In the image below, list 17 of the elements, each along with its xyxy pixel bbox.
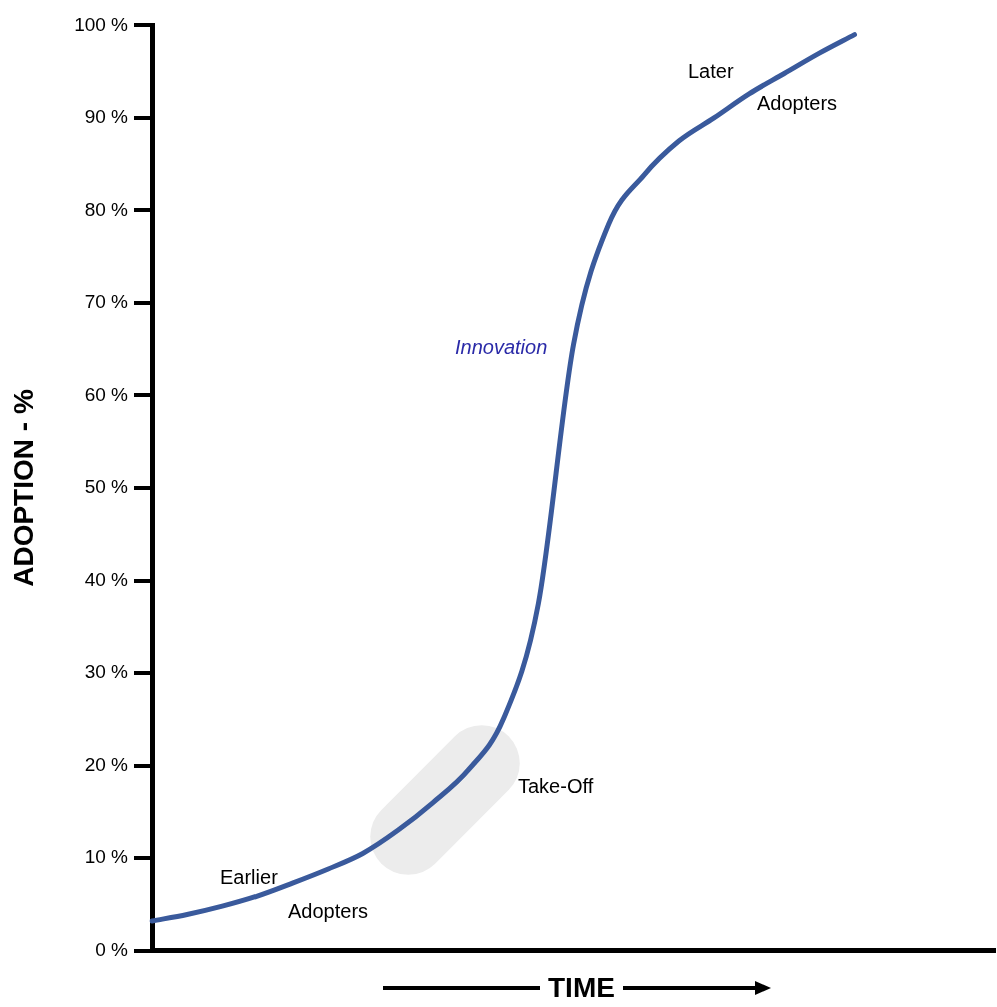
annotation: Earlier Adopters <box>220 865 369 922</box>
annotation: Take-Off <box>518 774 594 797</box>
y-tick-label: 20 % <box>84 753 129 775</box>
y-tick-label: 40 % <box>84 568 129 590</box>
y-tick-label: 90 % <box>84 106 129 128</box>
y-tick-label: 10 % <box>84 846 129 868</box>
annotation: Innovation <box>455 335 548 358</box>
y-tick-label: 100 % <box>74 13 129 35</box>
y-axis-title: ADOPTION - % <box>7 389 39 587</box>
y-tick-label: 60 % <box>84 383 129 405</box>
y-tick-label: 80 % <box>84 198 129 220</box>
y-tick-label: 50 % <box>84 476 129 498</box>
text: Later Adopters <box>688 59 838 114</box>
x-axis-title: TIME <box>548 972 615 1004</box>
y-tick-label: 70 % <box>84 291 129 313</box>
y-tick-label: 0 % <box>95 938 129 960</box>
y-tick-label: 30 % <box>84 661 129 683</box>
